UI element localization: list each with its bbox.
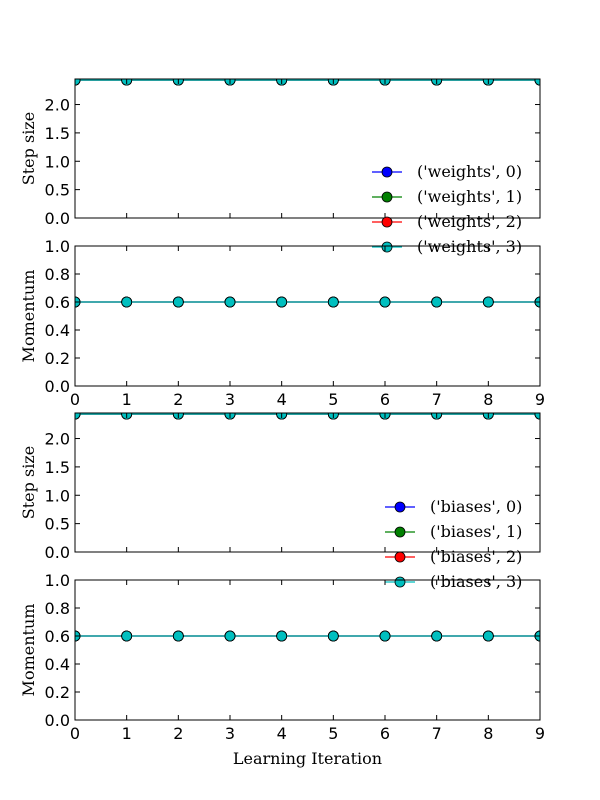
x-tick-label: 6 [380,724,390,743]
axes-frame [74,78,541,219]
x-tick-label: 4 [277,390,287,409]
y-tick-label: 0.4 [45,321,70,340]
y-axis-label: Momentum [19,270,38,363]
data-point [327,630,339,642]
x-tick-label: 0 [70,390,80,409]
legend-marker [394,501,406,513]
legend-marker [381,166,393,178]
x-tick-label: 8 [483,724,493,743]
data-point [482,296,494,308]
y-tick-label: 1.0 [45,571,70,590]
y-tick-label: 1.0 [45,486,70,505]
y-tick-label: 2.0 [45,96,70,115]
data-point [379,296,391,308]
x-tick-label: 0 [70,724,80,743]
data-point [172,630,184,642]
y-axis-label: Step size [19,446,38,519]
plot-area [75,79,540,86]
subplot-1: 0.0 0.2 0.4 0.6 0.8 1.0 0 1 2 3 4 5 6 7 8 9 Momentum [19,237,545,409]
data-point [75,79,81,86]
data-point [379,630,391,642]
x-tick-label: 9 [535,390,545,409]
y-tick-label: 0.6 [45,293,70,312]
plot-area [75,630,540,642]
y-tick-label: 1.5 [45,124,70,143]
subplot-3: 0.0 0.2 0.4 0.6 0.8 1.0 0 1 2 3 4 5 6 7 8 9 Momentum Lear… [19,571,545,768]
axes-frame [74,412,541,553]
x-tick-label: 7 [432,390,442,409]
x-axis-label: Learning Iteration [233,749,382,768]
data-point [482,630,494,642]
legend-marker [381,191,393,203]
data-point [224,296,236,308]
y-axis-label: Step size [19,112,38,185]
legend: ('biases', 0) ('biases', 1) ('biases', 2) (… [385,497,522,591]
y-tick-label: 0.2 [45,349,70,368]
data-point [431,296,443,308]
x-tick-label: 1 [122,390,132,409]
x-tick-label: 3 [225,390,235,409]
y-tick-label: 0.5 [45,515,70,534]
legend-label: ('biases', 3) [430,572,522,591]
x-tick-label: 3 [225,724,235,743]
legend-marker [394,551,406,563]
legend: ('weights', 0) ('weights', 1) ('weights', … [372,162,522,256]
y-axis-label: Momentum [19,604,38,697]
y-tick-label: 0.2 [45,683,70,702]
y-tick-label: 1.5 [45,458,70,477]
data-point [534,413,540,420]
legend-label: ('biases', 1) [430,522,522,541]
legend-label: ('biases', 0) [430,497,522,516]
x-tick-label: 5 [328,724,338,743]
y-tick-label: 0.0 [45,543,70,562]
axes-frame [74,245,541,387]
axes-frame [74,579,541,721]
y-tick-label: 0.0 [45,209,70,228]
y-tick-label: 0.5 [45,181,70,200]
y-tick-label: 0.0 [45,377,70,396]
y-tick-label: 0.6 [45,627,70,646]
legend-marker [394,526,406,538]
data-point [276,630,288,642]
legend-label: ('weights', 0) [417,162,522,181]
y-tick-label: 2.0 [45,430,70,449]
data-point [224,630,236,642]
y-tick-label: 0.4 [45,655,70,674]
x-tick-label: 7 [432,724,442,743]
data-point [276,296,288,308]
legend-label: ('weights', 2) [417,212,522,231]
y-tick-label: 0.8 [45,265,70,284]
x-tick-label: 6 [380,390,390,409]
data-point [327,296,339,308]
x-tick-label: 5 [328,390,338,409]
legend-marker [381,216,393,228]
y-tick-label: 1.0 [45,152,70,171]
y-tick-label: 1.0 [45,237,70,256]
legend-label: ('weights', 1) [417,187,522,206]
data-point [121,296,133,308]
data-point [121,630,133,642]
data-point [534,79,540,86]
x-tick-label: 9 [535,724,545,743]
plot-area [75,413,540,420]
y-tick-label: 0.0 [45,711,70,730]
x-tick-label: 1 [122,724,132,743]
y-tick-label: 0.8 [45,599,70,618]
data-point [431,630,443,642]
data-point [172,296,184,308]
legend-label: ('biases', 2) [430,547,522,566]
plot-area [75,296,540,308]
x-tick-label: 2 [173,724,183,743]
x-tick-label: 8 [483,390,493,409]
data-point [75,413,81,420]
x-tick-label: 4 [277,724,287,743]
x-tick-label: 2 [173,390,183,409]
